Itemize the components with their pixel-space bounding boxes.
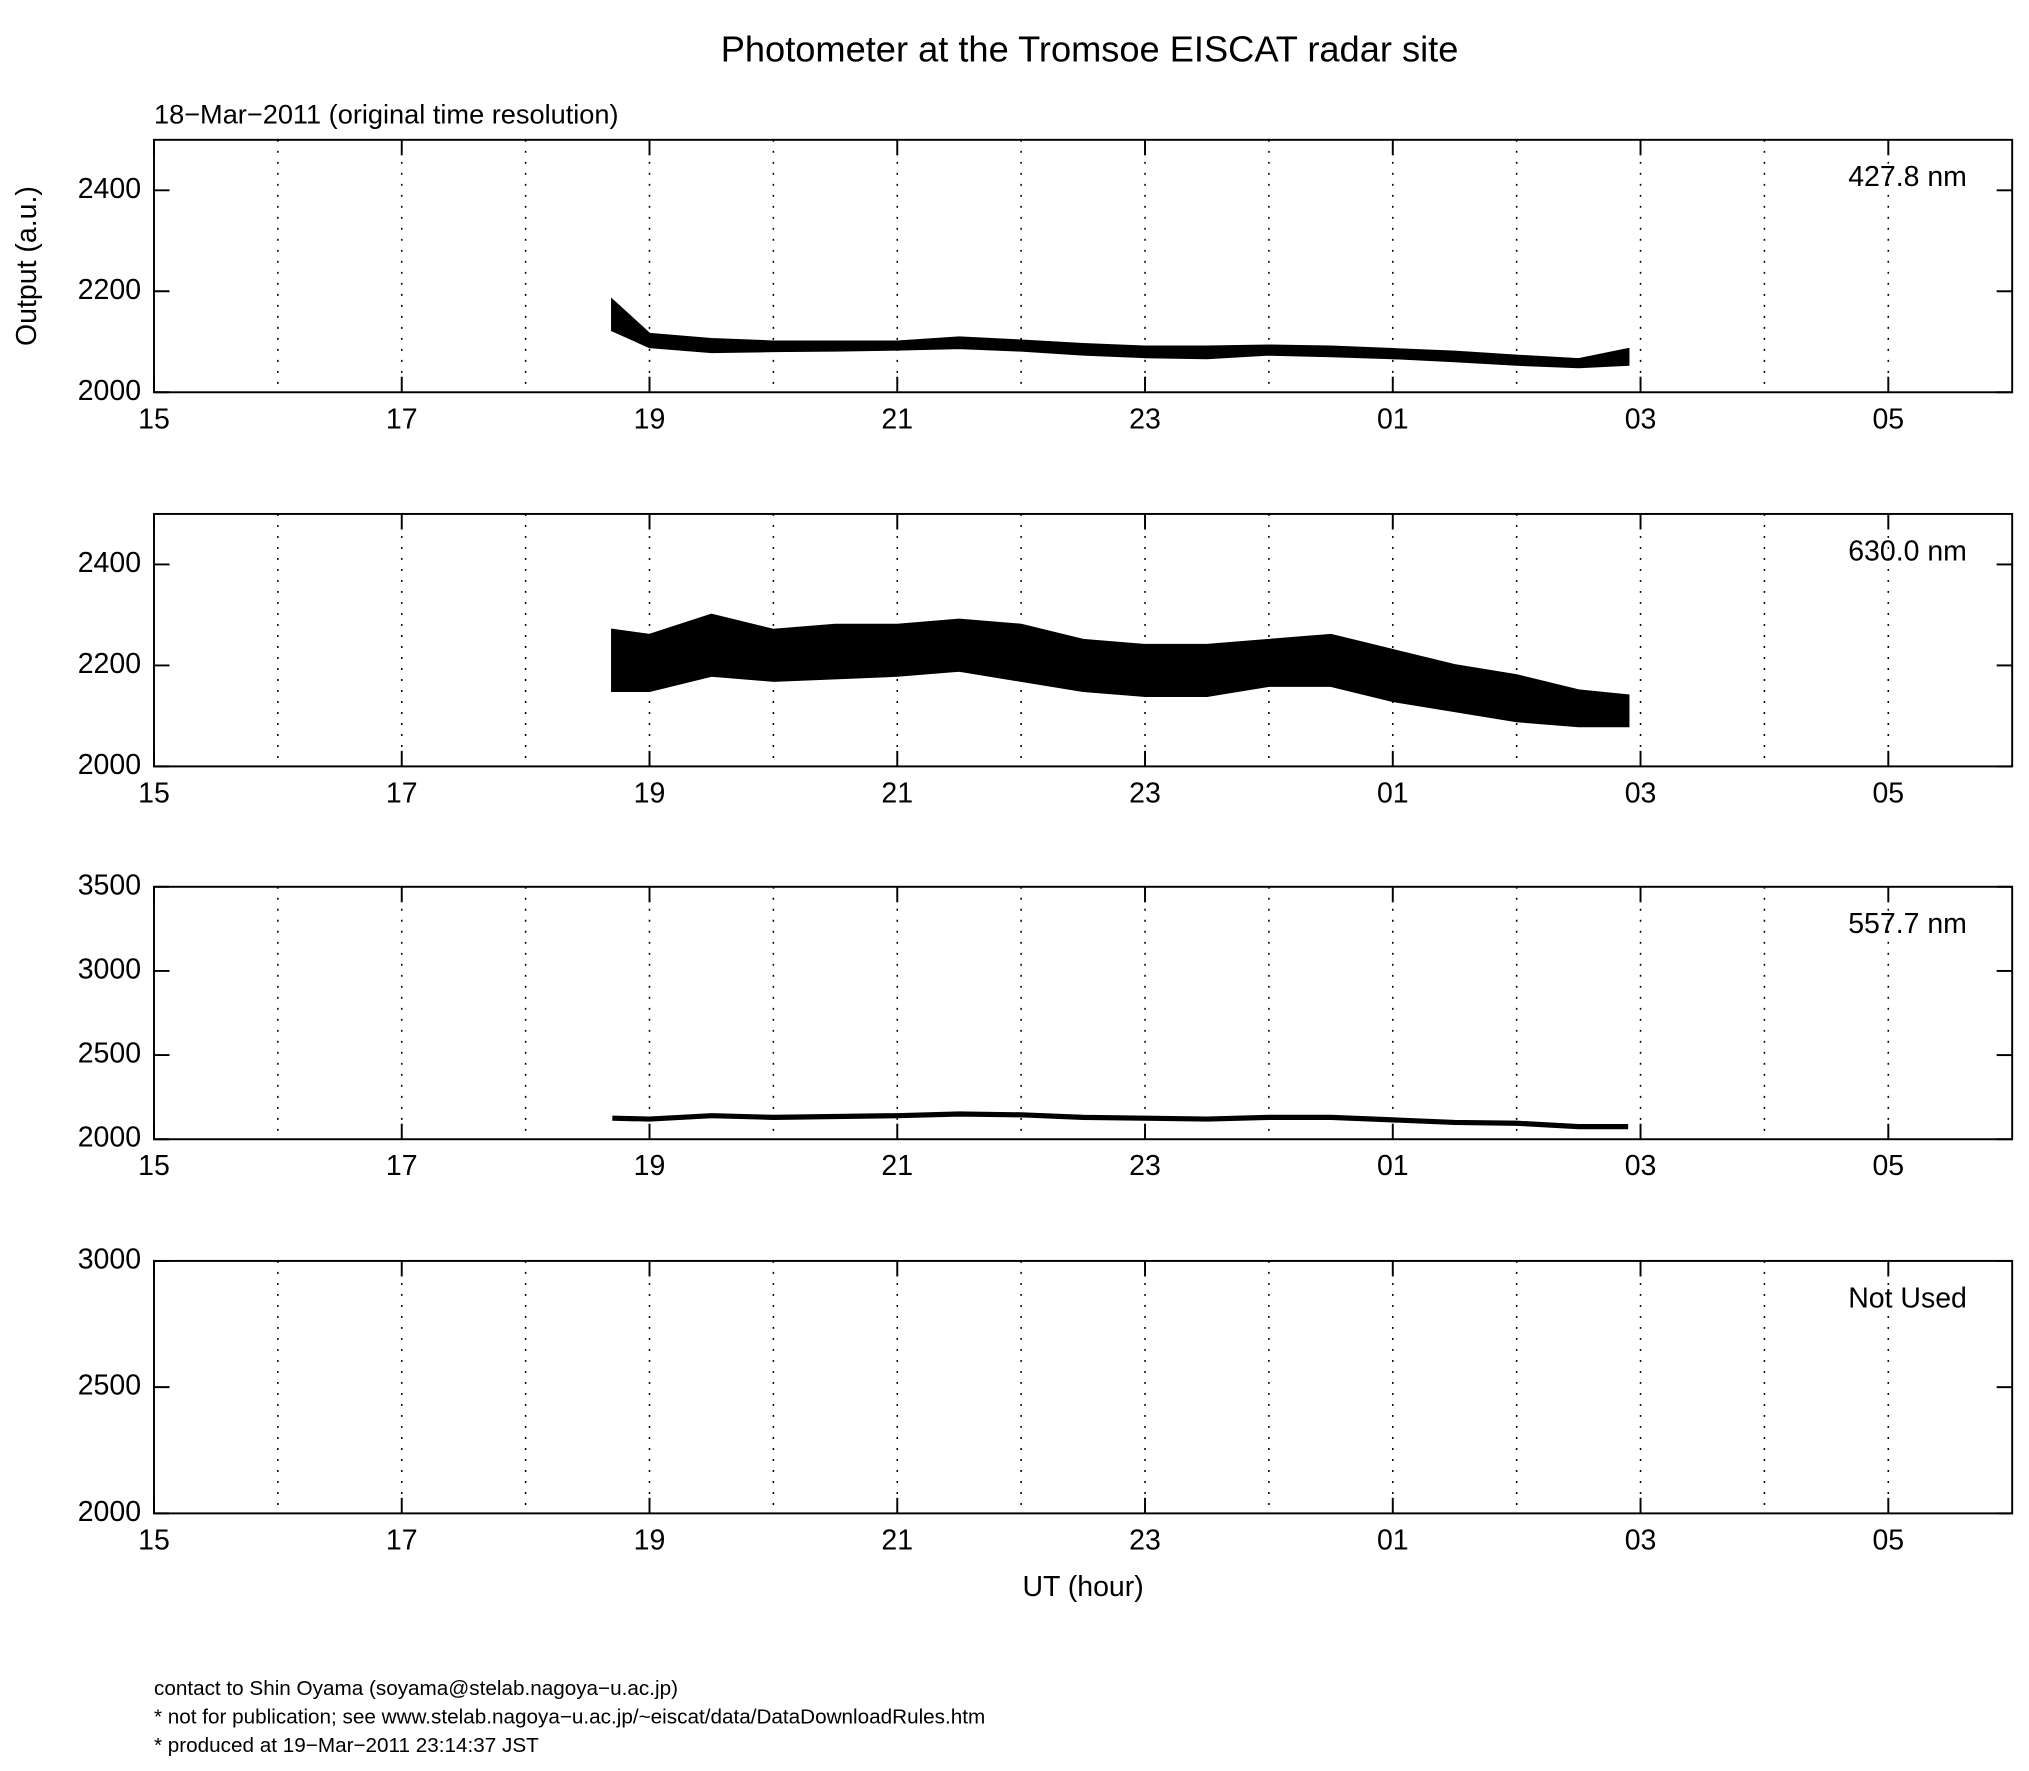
x-tick-label: 05 <box>1872 1524 1904 1556</box>
y-tick-label: 2200 <box>78 274 141 306</box>
y-tick-label: 2000 <box>78 375 141 407</box>
x-tick-label: 01 <box>1377 403 1409 435</box>
y-axis-label: Output (a.u.) <box>11 186 43 346</box>
x-tick-label: 01 <box>1377 777 1409 809</box>
x-tick-label: 19 <box>634 1150 666 1182</box>
y-tick-label: 2000 <box>78 749 141 781</box>
data-band <box>611 613 1630 728</box>
x-tick-label: 03 <box>1625 403 1657 435</box>
plot-frame <box>153 885 2014 1141</box>
x-tick-label: 15 <box>138 1150 170 1182</box>
x-tick-label: 15 <box>138 1524 170 1556</box>
y-tick-label: 2000 <box>78 1496 141 1528</box>
x-tick-label: 19 <box>634 403 666 435</box>
x-tick-label: 23 <box>1129 1150 1161 1182</box>
plot-frame <box>153 138 2014 394</box>
y-tick-label: 2500 <box>78 1370 141 1402</box>
panel-label: Not Used <box>1848 1282 1967 1314</box>
subtitle: 18−Mar−2011 (original time resolution) <box>154 99 619 130</box>
panel-label: 557.7 nm <box>1848 908 1967 940</box>
x-tick-label: 15 <box>138 403 170 435</box>
data-band <box>611 297 1630 369</box>
x-tick-label: 05 <box>1872 403 1904 435</box>
y-tick-label: 3500 <box>78 869 141 901</box>
y-tick-label: 2000 <box>78 1122 141 1154</box>
data-line <box>612 1111 1629 1130</box>
y-tick-label: 2400 <box>78 173 141 205</box>
y-tick-label: 2200 <box>78 648 141 680</box>
plot-frame <box>153 1259 2014 1515</box>
x-tick-label: 21 <box>881 1150 913 1182</box>
x-tick-label: 23 <box>1129 777 1161 809</box>
panel-label: 630.0 nm <box>1848 535 1967 567</box>
x-tick-label: 21 <box>881 403 913 435</box>
y-tick-label: 3000 <box>78 1243 141 1275</box>
plot-frame <box>153 512 2014 768</box>
x-tick-label: 01 <box>1377 1524 1409 1556</box>
y-tick-label: 2500 <box>78 1038 141 1070</box>
x-tick-label: 19 <box>634 777 666 809</box>
x-tick-label: 15 <box>138 777 170 809</box>
x-tick-label: 17 <box>386 777 418 809</box>
y-tick-label: 3000 <box>78 953 141 985</box>
x-tick-label: 05 <box>1872 777 1904 809</box>
x-tick-label: 21 <box>881 1524 913 1556</box>
x-tick-label: 17 <box>386 1524 418 1556</box>
x-tick-label: 03 <box>1625 777 1657 809</box>
x-tick-label: 01 <box>1377 1150 1409 1182</box>
x-tick-label: 03 <box>1625 1524 1657 1556</box>
x-tick-label: 21 <box>881 777 913 809</box>
x-tick-label: 03 <box>1625 1150 1657 1182</box>
x-axis-label: UT (hour) <box>1022 1571 1143 1603</box>
x-tick-label: 23 <box>1129 1524 1161 1556</box>
x-tick-label: 17 <box>386 1150 418 1182</box>
footer-line: contact to Shin Oyama (soyama@stelab.nag… <box>154 1677 678 1700</box>
figure-title: Photometer at the Tromsoe EISCAT radar s… <box>721 28 1459 69</box>
footer-line: * not for publication; see www.stelab.na… <box>154 1705 985 1728</box>
footer-line: * produced at 19−Mar−2011 23:14:37 JST <box>154 1734 539 1757</box>
x-tick-label: 17 <box>386 403 418 435</box>
x-tick-label: 19 <box>634 1524 666 1556</box>
y-tick-label: 2400 <box>78 547 141 579</box>
x-tick-label: 05 <box>1872 1150 1904 1182</box>
panel-label: 427.8 nm <box>1848 161 1967 193</box>
x-tick-label: 23 <box>1129 403 1161 435</box>
